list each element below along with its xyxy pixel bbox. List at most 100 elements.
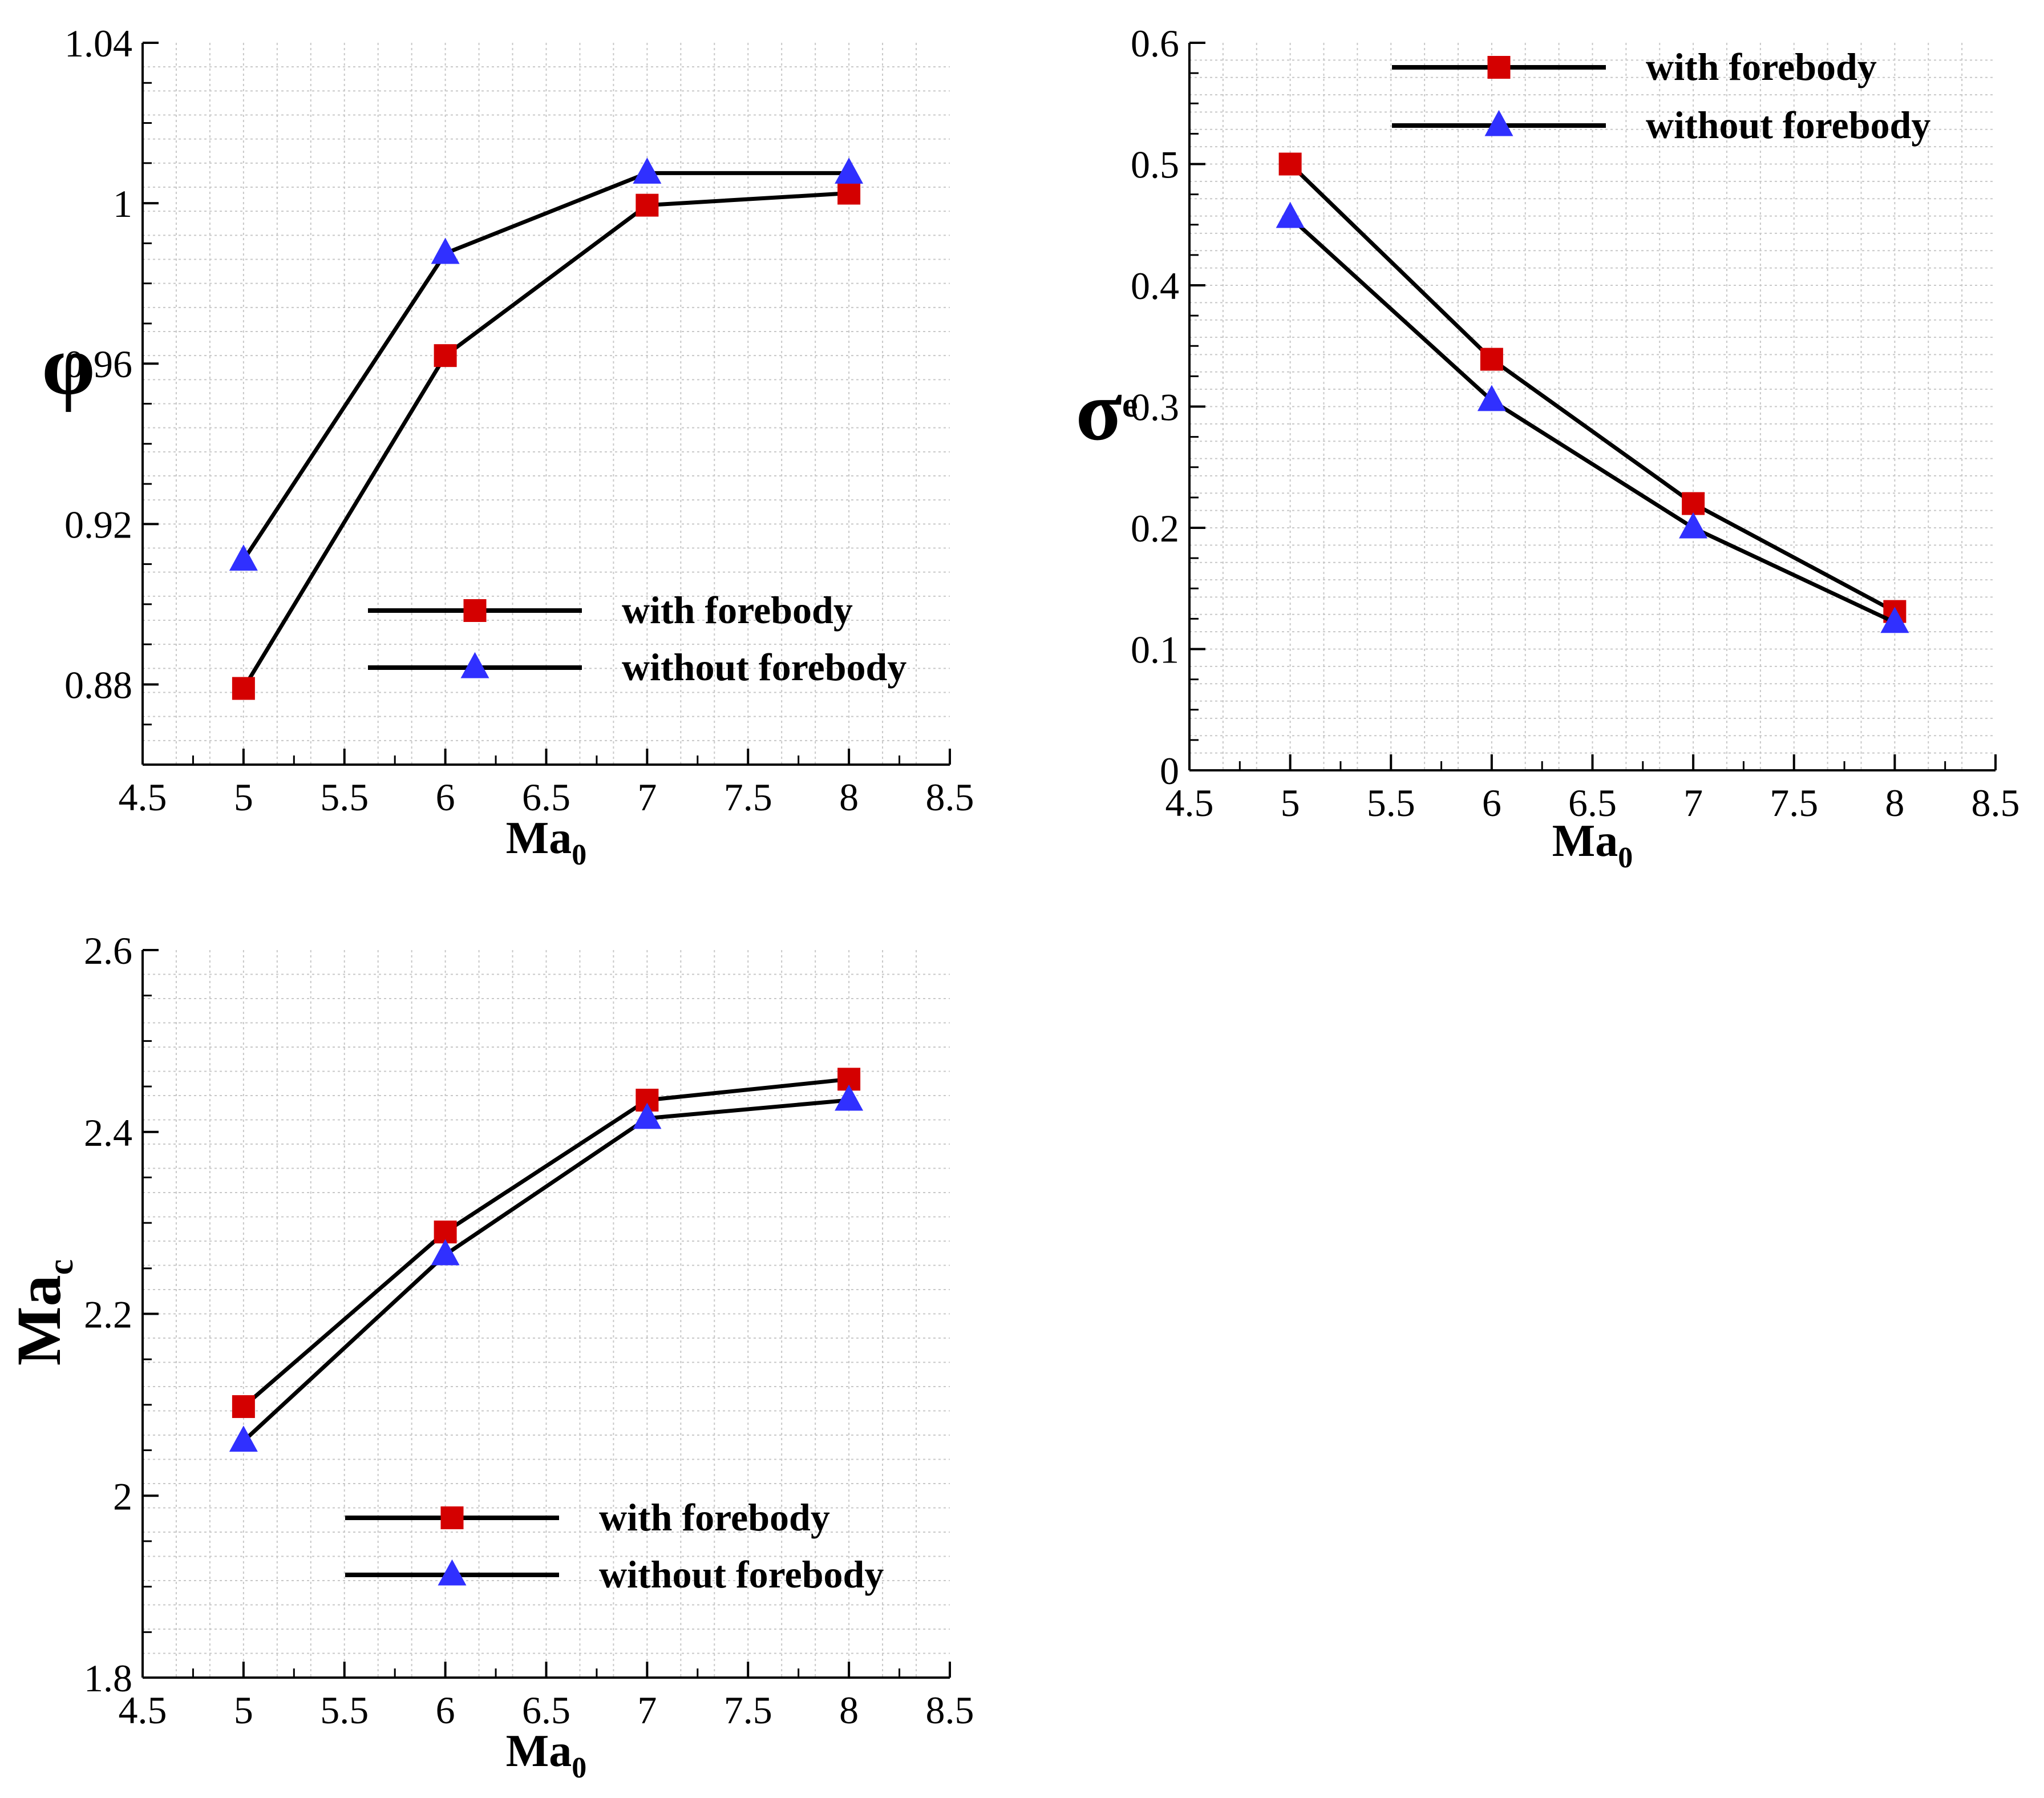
x-tick-label: 4.5 — [119, 1688, 167, 1732]
series-with-forebody — [232, 181, 861, 700]
chart-phi: 4.5 5 5.5 6 6.5 7 7.5 8 8.5 0.88 0.92 0.96 1 1.04 Ma0 φ… — [42, 22, 974, 871]
y-tick-label: 1 — [113, 182, 132, 225]
grid-mac — [143, 950, 950, 1678]
legend-marker — [440, 1506, 464, 1529]
y-tick-label: 0.4 — [1131, 264, 1179, 308]
data-point — [229, 1425, 258, 1452]
data-point — [229, 544, 258, 571]
y-axis-title: σe — [1075, 363, 1138, 458]
series-without-forebody — [229, 157, 864, 571]
data-point — [1679, 512, 1708, 539]
legend-marker — [1484, 110, 1513, 136]
y-tick-label: 0.92 — [64, 503, 132, 546]
x-tick-label: 7 — [637, 775, 657, 819]
legend-label: with forebody — [622, 588, 853, 632]
data-point — [1880, 607, 1909, 633]
y-tick-label: 1.8 — [84, 1656, 132, 1700]
x-tick-label: 5 — [234, 1688, 253, 1732]
x-tick-label: 7.5 — [1770, 781, 1818, 825]
legend-label: with forebody — [1646, 45, 1877, 88]
x-tick-label: 5 — [234, 775, 253, 819]
y-tick-label: 0.6 — [1131, 22, 1179, 65]
x-tick-label: 5.5 — [320, 1688, 369, 1732]
y-tick-label: 2 — [113, 1474, 132, 1518]
x-tick-label: 5 — [1281, 781, 1300, 825]
x-tick-label: 6.5 — [522, 1688, 570, 1732]
data-point — [1682, 492, 1705, 515]
series-line — [242, 1098, 849, 1443]
y-axis-title-sub: c — [42, 1259, 80, 1275]
legend-mac: with forebody without forebody — [345, 1496, 884, 1596]
y-tick-label: 1.04 — [64, 22, 132, 65]
y-tick-label: 0.2 — [1131, 507, 1179, 550]
y-tick-label: 2.2 — [84, 1293, 132, 1336]
y-tick-label: 0.1 — [1131, 628, 1179, 672]
x-tick-label: 6 — [1482, 781, 1501, 825]
data-point — [633, 157, 662, 184]
data-point — [835, 157, 864, 184]
x-axis-title-sub: 0 — [1618, 842, 1633, 874]
x-tick-label: 8 — [1885, 781, 1904, 825]
legend-label: without forebody — [599, 1553, 884, 1596]
x-tick-label: 8.5 — [926, 1688, 974, 1732]
data-point — [835, 1084, 864, 1111]
data-point — [633, 1102, 662, 1129]
data-point — [232, 1395, 255, 1419]
x-axis-title-sub: 0 — [572, 839, 586, 871]
data-point — [1477, 385, 1506, 411]
legend-label: with forebody — [599, 1496, 830, 1539]
data-point — [1276, 201, 1305, 228]
x-tick-label: 7 — [1683, 781, 1703, 825]
x-axis-title: Ma0 — [506, 1726, 587, 1784]
legend-marker — [463, 599, 487, 622]
x-axis-title: Ma0 — [1552, 816, 1633, 874]
y-tick-label: 0.88 — [64, 663, 132, 706]
series-line — [1289, 216, 1896, 624]
x-tick-label: 8 — [839, 1688, 859, 1732]
data-point — [837, 181, 861, 205]
series-line — [242, 1077, 849, 1408]
chart-mac: 4.5 5 5.5 6 6.5 7 7.5 8 8.5 1.8 2 2.2 2.4 2.6 Ma0 Mac wi… — [4, 929, 974, 1784]
x-tick-label: 6.5 — [522, 775, 570, 819]
x-axis-title: Ma0 — [506, 813, 587, 871]
grid-sigma — [1189, 43, 1996, 770]
x-tick-label: 7.5 — [724, 775, 772, 819]
y-axis-title: Mac — [4, 1259, 80, 1365]
x-axis-title-sub: 0 — [572, 1752, 586, 1784]
x-tick-label: 8.5 — [926, 775, 974, 819]
data-point — [232, 677, 255, 700]
legend-sigma: with forebody without forebody — [1392, 45, 1930, 147]
x-tick-label: 4.5 — [1165, 781, 1214, 825]
data-point — [431, 1239, 460, 1266]
x-tick-label: 8.5 — [1972, 781, 2020, 825]
x-tick-label: 6 — [436, 775, 455, 819]
x-tick-label: 7 — [637, 1688, 657, 1732]
legend-marker — [460, 652, 489, 678]
y-axis-title: φ — [42, 318, 95, 413]
data-point — [1480, 348, 1503, 371]
series-without-forebody — [1276, 201, 1909, 633]
y-tick-label: 0 — [1160, 749, 1179, 793]
data-point — [431, 237, 460, 264]
y-tick-label: 0.3 — [1131, 386, 1179, 429]
x-tick-label: 6 — [436, 1688, 455, 1732]
y-tick-label: 0.5 — [1131, 143, 1179, 187]
data-point — [636, 193, 659, 217]
legend-label: without forebody — [622, 645, 906, 689]
series-line — [241, 171, 849, 561]
legend-phi: with forebody without forebody — [368, 588, 906, 689]
chart-sigma: 4.5 5 5.5 6 6.5 7 7.5 8 8.5 0 0.1 0.2 0.3 0.4 0.5 0.6 Ma… — [1075, 22, 2019, 874]
x-tick-label: 6.5 — [1568, 781, 1617, 825]
grid-phi — [143, 43, 950, 765]
x-tick-label: 5.5 — [320, 775, 369, 819]
legend-marker — [1487, 56, 1511, 79]
y-tick-label: 2.6 — [84, 929, 132, 972]
data-point — [434, 344, 457, 367]
series-without-forebody — [229, 1084, 864, 1452]
series-line — [1289, 162, 1896, 613]
x-tick-label: 4.5 — [119, 775, 167, 819]
series-line — [241, 191, 849, 690]
y-tick-label: 2.4 — [84, 1111, 132, 1154]
data-point — [1278, 152, 1302, 176]
